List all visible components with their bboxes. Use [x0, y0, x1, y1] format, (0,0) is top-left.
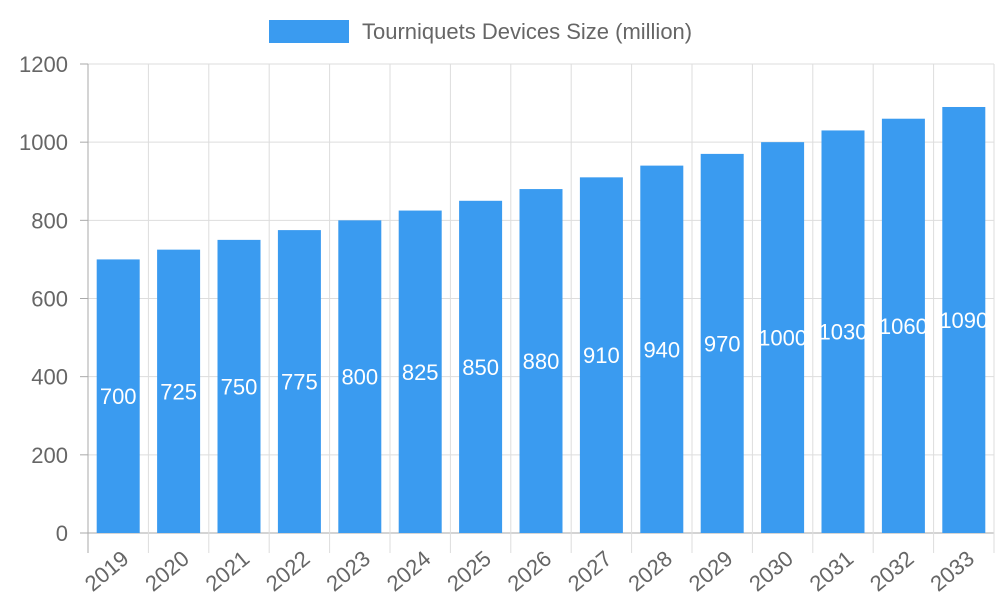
bar [338, 220, 382, 534]
legend[interactable]: Tourniquets Devices Size (million) [269, 19, 692, 44]
data-label: 1090 [939, 308, 988, 333]
y-tick-label: 0 [56, 521, 68, 546]
bar [157, 249, 201, 534]
y-tick-label: 1200 [19, 52, 68, 77]
data-label: 1060 [879, 314, 928, 339]
data-label: 880 [523, 349, 560, 374]
x-tick-label: 2032 [865, 546, 919, 597]
bar [881, 118, 925, 533]
data-label: 910 [583, 343, 620, 368]
bars: 700 725 750 775 800 825 850 880 910 940 970 1000 103… [96, 106, 988, 534]
y-tick-label: 1000 [19, 130, 68, 155]
bar [277, 230, 321, 533]
bar [96, 259, 140, 533]
data-label: 1030 [819, 320, 868, 345]
x-tick-label: 2030 [744, 546, 798, 597]
y-tick-label: 200 [31, 443, 68, 468]
bar [217, 239, 261, 533]
x-tick-label: 2033 [925, 546, 979, 597]
data-label: 1000 [758, 326, 807, 351]
data-label: 850 [462, 355, 499, 380]
x-tick-label: 2020 [140, 546, 194, 597]
x-tick-label: 2019 [80, 546, 134, 597]
bar [821, 130, 865, 534]
x-tick-label: 2022 [261, 546, 315, 597]
x-tick-label: 2023 [321, 546, 375, 597]
bar [398, 210, 442, 533]
x-tick-label: 2024 [382, 546, 436, 597]
bar [942, 106, 986, 533]
x-tick-label: 2025 [442, 546, 496, 597]
legend-label: Tourniquets Devices Size (million) [362, 19, 692, 44]
x-tick-label: 2027 [563, 546, 617, 597]
x-tick-label: 2021 [201, 546, 255, 597]
data-label: 775 [281, 370, 318, 395]
x-tick-label: 2031 [805, 546, 859, 597]
data-label: 725 [160, 379, 197, 404]
x-tick-label: 2028 [623, 546, 677, 597]
bar [519, 189, 563, 534]
bar [761, 142, 805, 533]
x-tick-label: 2029 [684, 546, 738, 597]
data-label: 700 [100, 384, 137, 409]
data-label: 800 [341, 365, 378, 390]
bar [459, 200, 503, 533]
grid [87, 63, 995, 553]
legend-swatch [269, 20, 349, 43]
data-label: 750 [221, 374, 258, 399]
data-label: 970 [704, 331, 741, 356]
y-tick-label: 400 [31, 365, 68, 390]
bar [640, 165, 684, 533]
bar [579, 177, 623, 533]
data-label: 825 [402, 360, 439, 385]
bar [700, 153, 744, 533]
x-tick-label: 2026 [503, 546, 557, 597]
data-label: 940 [643, 337, 680, 362]
y-tick-label: 800 [31, 208, 68, 233]
y-tick-label: 600 [31, 287, 68, 312]
